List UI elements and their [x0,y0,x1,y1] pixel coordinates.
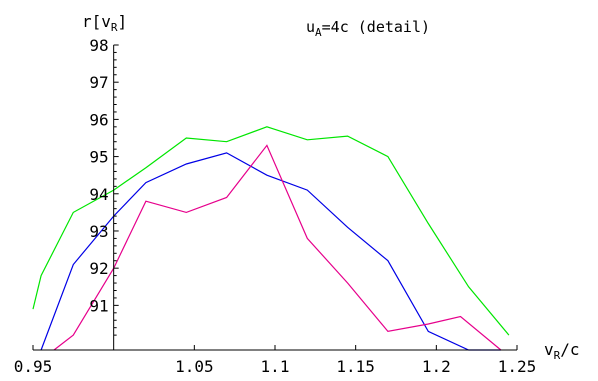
y-tick-label: 93 [89,222,108,241]
x-tick-label: 1.2 [422,357,451,376]
y-ticks: 91 92 93 94 95 96 97 98 [89,36,119,351]
y-tick-label: 96 [89,110,108,129]
series-line-1 [32,126,510,336]
x-tick-label: 1.25 [498,357,537,376]
x-tick-label: 1.1 [261,357,290,376]
series-line-2 [40,152,501,351]
y-tick-label: 94 [89,185,108,204]
y-axis-title: r[vR] [82,12,127,34]
y-tick-label: 98 [89,36,108,55]
y-tick-label: 97 [89,73,108,92]
y-tick-label: 95 [89,148,108,167]
chart-annotation: uA=4c (detail) [306,18,430,39]
series-line-3 [53,144,502,351]
x-ticks: 0.95 1.05 1.1 1.15 1.2 1.25 [14,345,537,376]
y-tick-label: 92 [89,259,108,278]
y-tick-label: 91 [89,296,108,315]
x-tick-label: 0.95 [14,357,53,376]
x-tick-label: 1.15 [336,357,375,376]
x-tick-label: 1.05 [175,357,214,376]
x-axis-title: vR/c [544,340,580,362]
